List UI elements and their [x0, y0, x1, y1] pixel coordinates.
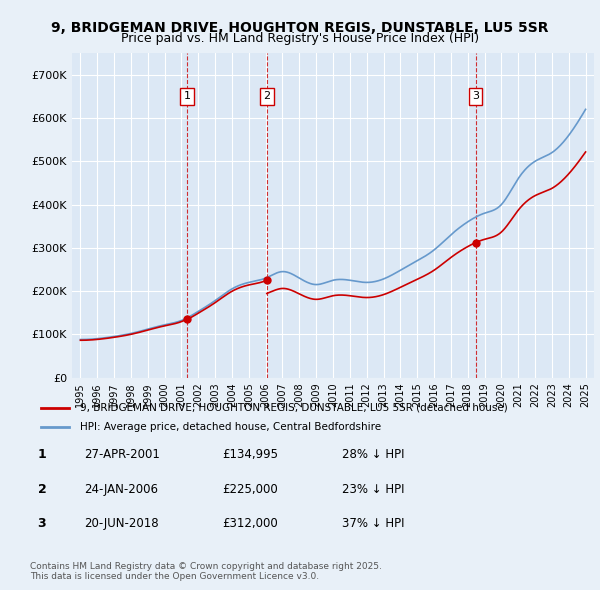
Text: 24-JAN-2006: 24-JAN-2006: [84, 483, 158, 496]
Text: £312,000: £312,000: [222, 517, 278, 530]
Text: 27-APR-2001: 27-APR-2001: [84, 448, 160, 461]
Text: 2: 2: [263, 91, 271, 101]
Text: 9, BRIDGEMAN DRIVE, HOUGHTON REGIS, DUNSTABLE, LU5 5SR (detached house): 9, BRIDGEMAN DRIVE, HOUGHTON REGIS, DUNS…: [80, 403, 508, 412]
Text: 9, BRIDGEMAN DRIVE, HOUGHTON REGIS, DUNSTABLE, LU5 5SR: 9, BRIDGEMAN DRIVE, HOUGHTON REGIS, DUNS…: [51, 21, 549, 35]
Text: 3: 3: [472, 91, 479, 101]
Text: 37% ↓ HPI: 37% ↓ HPI: [342, 517, 404, 530]
Text: HPI: Average price, detached house, Central Bedfordshire: HPI: Average price, detached house, Cent…: [80, 422, 381, 432]
Text: 20-JUN-2018: 20-JUN-2018: [84, 517, 158, 530]
Text: £225,000: £225,000: [222, 483, 278, 496]
Text: Price paid vs. HM Land Registry's House Price Index (HPI): Price paid vs. HM Land Registry's House …: [121, 32, 479, 45]
Text: 1: 1: [38, 448, 46, 461]
Text: 28% ↓ HPI: 28% ↓ HPI: [342, 448, 404, 461]
Text: 23% ↓ HPI: 23% ↓ HPI: [342, 483, 404, 496]
Text: £134,995: £134,995: [222, 448, 278, 461]
Text: 1: 1: [184, 91, 190, 101]
Text: 3: 3: [38, 517, 46, 530]
Text: 2: 2: [38, 483, 46, 496]
Text: Contains HM Land Registry data © Crown copyright and database right 2025.
This d: Contains HM Land Registry data © Crown c…: [30, 562, 382, 581]
